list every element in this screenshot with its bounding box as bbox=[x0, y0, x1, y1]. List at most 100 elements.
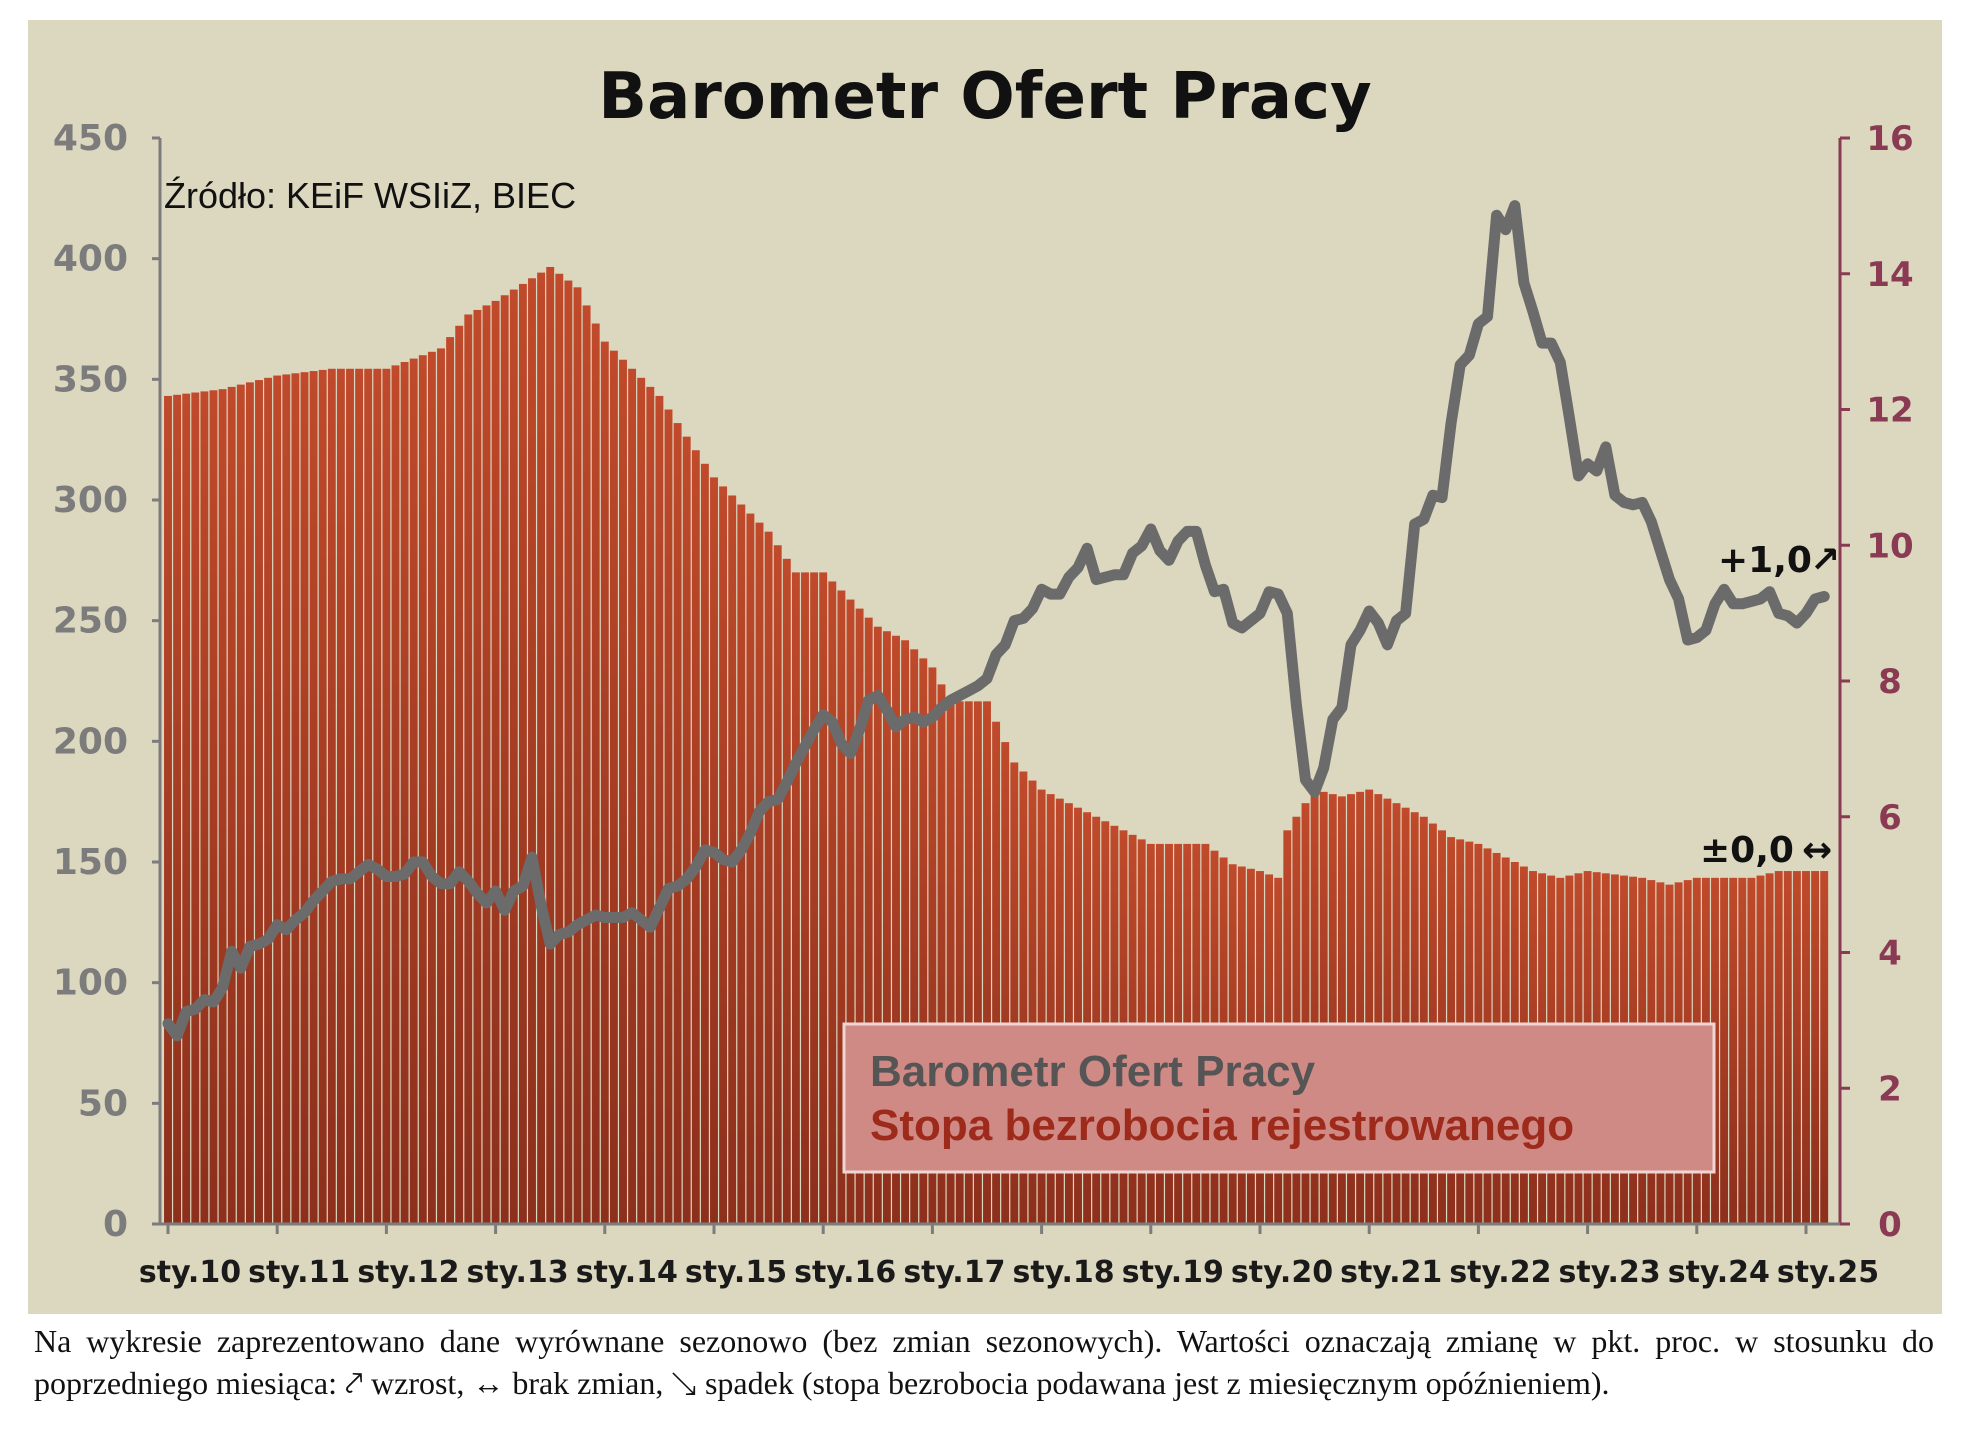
bar bbox=[764, 531, 773, 1224]
annotation-up-value: +1,0 bbox=[1718, 540, 1812, 581]
bar bbox=[1811, 871, 1820, 1224]
bar bbox=[1747, 877, 1756, 1224]
bar bbox=[418, 355, 427, 1224]
bar bbox=[391, 365, 400, 1224]
bar bbox=[518, 283, 527, 1224]
bar bbox=[182, 393, 191, 1224]
annotation-up: +1,0 ↗ bbox=[1718, 540, 1840, 581]
bar bbox=[555, 273, 564, 1224]
bar bbox=[1301, 803, 1310, 1224]
bar bbox=[437, 348, 445, 1224]
bar bbox=[537, 272, 546, 1224]
bar bbox=[509, 289, 518, 1225]
bar bbox=[955, 701, 964, 1224]
bar bbox=[1292, 816, 1301, 1224]
bar bbox=[864, 617, 873, 1224]
bar bbox=[573, 287, 582, 1224]
x-tick-label: sty.15 bbox=[685, 1255, 787, 1290]
bar bbox=[691, 450, 700, 1225]
x-tick-label: sty.25 bbox=[1777, 1255, 1879, 1290]
bar bbox=[327, 368, 336, 1224]
bar bbox=[1802, 871, 1810, 1224]
bar bbox=[591, 323, 600, 1224]
bar bbox=[873, 626, 882, 1224]
right-tick-label: 10 bbox=[1866, 526, 1913, 566]
bar bbox=[1401, 807, 1410, 1224]
bar bbox=[1001, 742, 1010, 1224]
bar bbox=[1756, 875, 1765, 1224]
bar bbox=[828, 581, 837, 1224]
bar bbox=[1738, 877, 1747, 1224]
bar bbox=[810, 572, 819, 1224]
bar bbox=[382, 368, 391, 1224]
arrow-both-icon: ↔ bbox=[1802, 830, 1832, 871]
bar bbox=[1055, 798, 1064, 1224]
right-tick-label: 16 bbox=[1866, 119, 1913, 159]
bar bbox=[1310, 789, 1319, 1224]
bar bbox=[400, 361, 409, 1224]
annotation-flat: ±0,0 ↔ bbox=[1700, 830, 1832, 871]
left-tick-label: 250 bbox=[53, 601, 128, 642]
legend-item-stopa: Stopa bezrobocia rejestrowanego bbox=[870, 1101, 1574, 1150]
left-tick-label: 100 bbox=[53, 963, 128, 1004]
bar bbox=[500, 295, 509, 1224]
bar bbox=[1074, 807, 1082, 1224]
bar bbox=[564, 280, 573, 1224]
bar bbox=[637, 377, 646, 1225]
bar bbox=[673, 423, 682, 1225]
x-tick-label: sty.14 bbox=[576, 1255, 678, 1290]
bar bbox=[628, 368, 637, 1224]
bar bbox=[882, 631, 891, 1224]
bar bbox=[255, 380, 263, 1225]
left-tick-label: 0 bbox=[103, 1204, 128, 1245]
bar bbox=[346, 368, 354, 1224]
bar bbox=[191, 392, 200, 1224]
bar bbox=[937, 684, 946, 1224]
barometr-line bbox=[162, 200, 1830, 1042]
bar bbox=[291, 373, 300, 1224]
bar bbox=[773, 545, 782, 1224]
bar bbox=[755, 522, 764, 1224]
bar bbox=[282, 374, 291, 1224]
bar bbox=[746, 513, 755, 1224]
axes bbox=[152, 136, 1850, 1234]
bar bbox=[1083, 812, 1092, 1224]
x-tick-label: sty.10 bbox=[139, 1255, 241, 1290]
bar bbox=[245, 382, 254, 1225]
bar bbox=[1419, 816, 1428, 1224]
bar bbox=[318, 369, 327, 1224]
annotation-flat-value: ±0,0 bbox=[1700, 830, 1794, 871]
bar bbox=[455, 325, 464, 1224]
x-tick-label: sty.19 bbox=[1122, 1255, 1224, 1290]
bar bbox=[646, 386, 655, 1224]
bar bbox=[1410, 812, 1419, 1224]
bar bbox=[655, 395, 664, 1224]
bar bbox=[609, 350, 618, 1224]
bar bbox=[600, 341, 609, 1225]
x-tick-label: sty.11 bbox=[248, 1255, 350, 1290]
bar bbox=[619, 359, 627, 1225]
left-tick-label: 200 bbox=[53, 721, 128, 762]
bar bbox=[1046, 794, 1055, 1225]
bar bbox=[227, 386, 236, 1225]
bar bbox=[1356, 791, 1365, 1224]
bar bbox=[1347, 794, 1355, 1225]
bar bbox=[1792, 871, 1801, 1224]
x-tick-label: sty.20 bbox=[1231, 1255, 1333, 1290]
chart-canvas: 0 50 100 150 200 250 300 350 400 450 0 2 4 6 8 10 12 14 16… bbox=[53, 60, 1914, 1290]
bar bbox=[1774, 871, 1783, 1224]
bar bbox=[200, 391, 209, 1224]
left-tick-label: 50 bbox=[78, 1083, 128, 1124]
bar bbox=[782, 558, 791, 1224]
bar bbox=[218, 389, 227, 1224]
x-tick-label: sty.22 bbox=[1449, 1255, 1551, 1290]
bar bbox=[737, 504, 746, 1224]
bar bbox=[973, 701, 982, 1224]
bar bbox=[964, 701, 973, 1224]
bar bbox=[1720, 877, 1729, 1224]
bar bbox=[819, 572, 828, 1224]
x-tick-label: sty.24 bbox=[1668, 1255, 1770, 1290]
right-tick-label: 8 bbox=[1878, 662, 1902, 702]
bar bbox=[173, 394, 182, 1224]
bar bbox=[309, 371, 318, 1224]
